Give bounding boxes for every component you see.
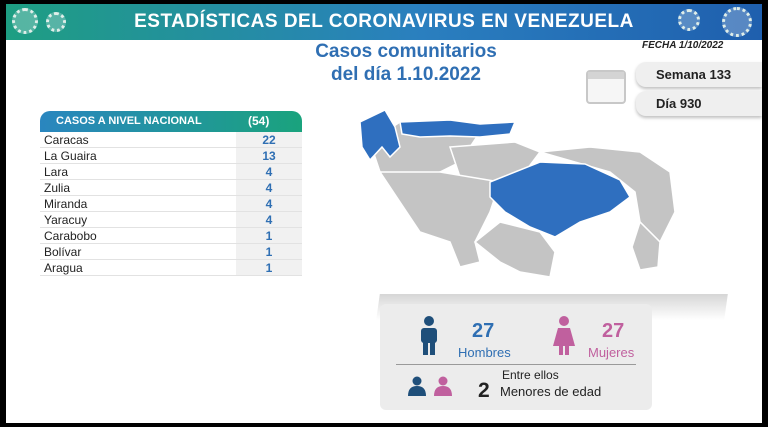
virus-icon bbox=[678, 9, 700, 31]
day-badge: Día 930 bbox=[636, 91, 762, 116]
state-name: Caracas bbox=[44, 133, 89, 147]
state-name: Miranda bbox=[44, 197, 88, 211]
case-count: 1 bbox=[236, 228, 302, 243]
entre-ellos-label: Entre ellos bbox=[502, 368, 559, 382]
virus-icon bbox=[46, 12, 66, 32]
venezuela-map bbox=[359, 109, 676, 278]
subtitle-line-1: Casos comunitarios bbox=[315, 41, 497, 62]
table-row: Lara 4 bbox=[40, 164, 302, 180]
mujeres-count: 27 bbox=[602, 320, 625, 342]
male-icon bbox=[421, 316, 437, 355]
table-row: Aragua 1 bbox=[40, 260, 302, 276]
cases-table: Caracas 22 La Guaira 13 Lara 4 Zulia 4 Miranda 4 Y… bbox=[40, 132, 302, 276]
subtitle: Casos comunitarios del día 1.10.2022 bbox=[256, 40, 556, 86]
state-name: Carabobo bbox=[44, 229, 97, 243]
map-region-guayana bbox=[631, 220, 661, 271]
mujeres-label: Mujeres bbox=[588, 345, 635, 360]
table-header: CASOS A NIVEL NACIONAL (54) bbox=[40, 111, 302, 132]
state-name: Yaracuy bbox=[44, 213, 88, 227]
hombres-count: 27 bbox=[472, 320, 495, 342]
menores-label: Menores de edad bbox=[500, 384, 602, 399]
map-state-bolivar bbox=[489, 161, 631, 238]
page-title: ESTADÍSTICAS DEL CORONAVIRUS EN VENEZUEL… bbox=[134, 11, 634, 32]
table-row: Yaracuy 4 bbox=[40, 212, 302, 228]
state-name: Bolívar bbox=[44, 245, 82, 259]
virus-icon bbox=[722, 7, 752, 37]
title-banner: ESTADÍSTICAS DEL CORONAVIRUS EN VENEZUEL… bbox=[6, 4, 762, 40]
map-state-zulia bbox=[359, 109, 401, 162]
menores-count: 2 bbox=[478, 379, 490, 402]
state-name: Lara bbox=[44, 165, 69, 179]
case-count: 4 bbox=[236, 196, 302, 211]
case-count: 1 bbox=[236, 260, 302, 275]
state-name: Aragua bbox=[44, 261, 83, 275]
map-region-amazonas bbox=[473, 221, 556, 278]
case-count: 1 bbox=[236, 244, 302, 259]
hombres-label: Hombres bbox=[458, 345, 511, 360]
case-count: 13 bbox=[236, 148, 302, 163]
table-total: (54) bbox=[248, 114, 270, 128]
calendar-icon bbox=[586, 70, 626, 104]
case-count: 22 bbox=[236, 132, 302, 147]
stats-panel: 27 Hombres 27 Mujeres Entre ellos 2 Meno… bbox=[380, 304, 652, 410]
date-label: FECHA 1/10/2022 bbox=[642, 40, 724, 51]
case-count: 4 bbox=[236, 180, 302, 195]
infographic: ESTADÍSTICAS DEL CORONAVIRUS EN VENEZUEL… bbox=[6, 4, 762, 423]
state-name: Zulia bbox=[44, 181, 71, 195]
table-row: Bolívar 1 bbox=[40, 244, 302, 260]
table-row: Carabobo 1 bbox=[40, 228, 302, 244]
week-badge: Semana 133 bbox=[636, 62, 762, 87]
table-row: Caracas 22 bbox=[40, 132, 302, 148]
virus-icon bbox=[12, 8, 38, 34]
map-region-south-west bbox=[378, 171, 501, 268]
children-icon bbox=[408, 376, 452, 396]
table-row: Zulia 4 bbox=[40, 180, 302, 196]
state-name: La Guaira bbox=[44, 149, 97, 163]
table-row: Miranda 4 bbox=[40, 196, 302, 212]
case-count: 4 bbox=[236, 212, 302, 227]
table-title: CASOS A NIVEL NACIONAL bbox=[56, 115, 202, 127]
map-state-north-coast bbox=[399, 119, 517, 138]
map-region-east bbox=[539, 146, 676, 244]
table-row: La Guaira 13 bbox=[40, 148, 302, 164]
subtitle-line-2: del día 1.10.2022 bbox=[331, 64, 481, 85]
female-icon bbox=[553, 316, 575, 355]
stats-divider bbox=[396, 364, 636, 365]
case-count: 4 bbox=[236, 164, 302, 179]
